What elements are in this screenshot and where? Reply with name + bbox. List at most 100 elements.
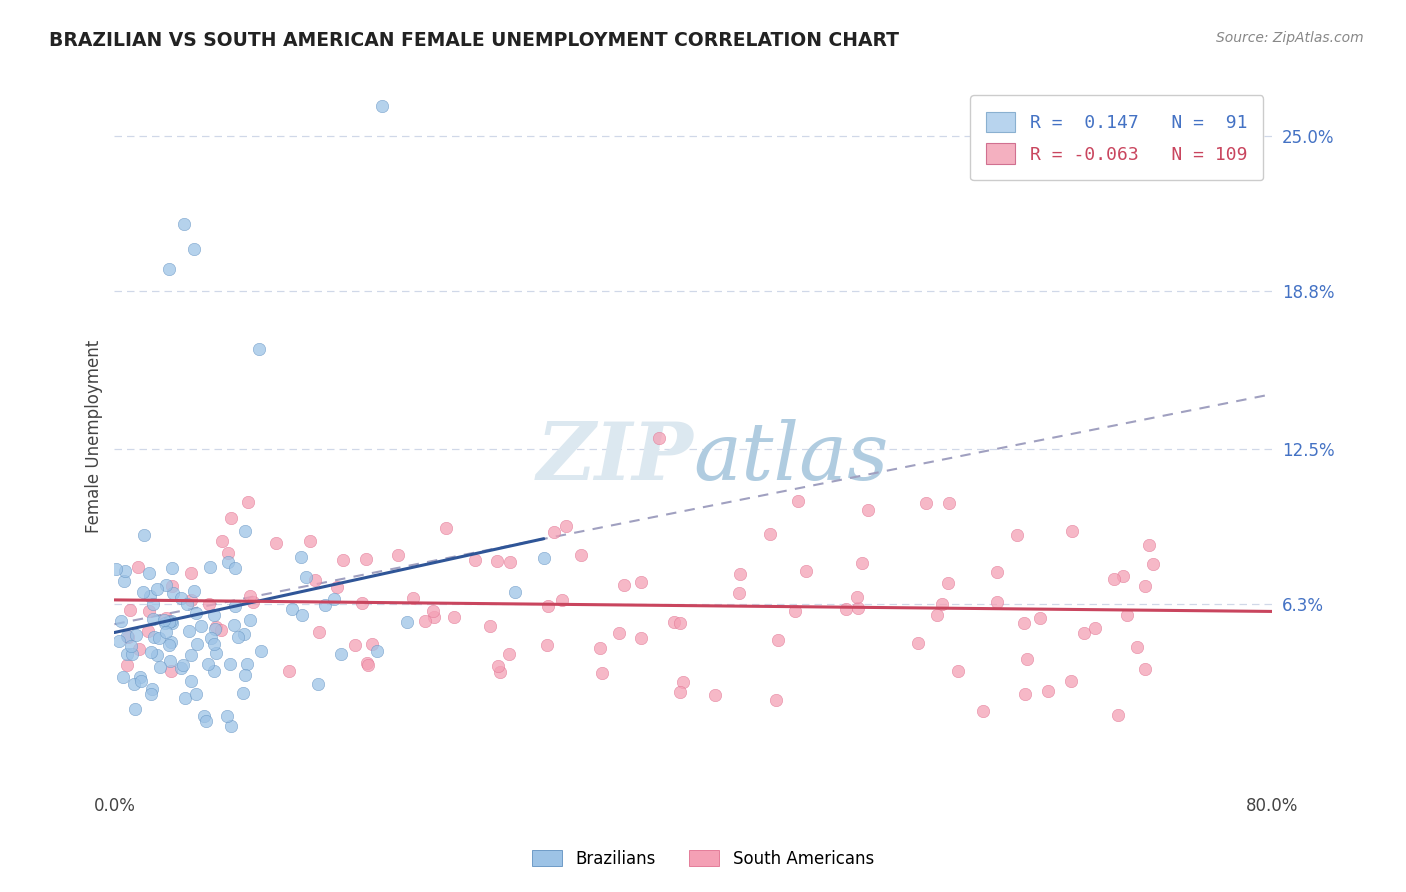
Point [117, 648, 139, 662]
Point [121, 647, 143, 661]
Point [120, 640, 142, 654]
Point [224, 599, 246, 614]
Point [591, 665, 613, 680]
Point [295, 570, 318, 584]
Point [835, 601, 858, 615]
Point [304, 573, 326, 587]
Point [352, 596, 374, 610]
Point [159, 614, 181, 628]
Point [498, 647, 520, 661]
Point [946, 665, 969, 679]
Point [1062, 524, 1084, 538]
Point [536, 599, 558, 613]
Point [330, 647, 353, 661]
Point [402, 591, 425, 605]
Point [125, 628, 148, 642]
Point [356, 656, 378, 670]
Point [281, 602, 304, 616]
Point [664, 615, 686, 629]
Point [180, 566, 202, 580]
Point [915, 496, 938, 510]
Point [155, 611, 177, 625]
Point [1073, 626, 1095, 640]
Point [291, 608, 314, 623]
Point [141, 681, 163, 696]
Point [160, 561, 183, 575]
Point [114, 564, 136, 578]
Point [170, 591, 193, 605]
Point [142, 631, 165, 645]
Point [728, 585, 751, 599]
Point [356, 551, 378, 566]
Point [136, 624, 159, 638]
Point [180, 648, 202, 662]
Text: ZIP: ZIP [537, 419, 693, 496]
Point [176, 597, 198, 611]
Point [105, 561, 128, 575]
Point [765, 692, 787, 706]
Point [395, 615, 418, 629]
Point [387, 549, 409, 563]
Point [672, 675, 695, 690]
Point [131, 585, 153, 599]
Point [503, 585, 526, 599]
Point [219, 511, 242, 525]
Point [193, 708, 215, 723]
Point [170, 660, 193, 674]
Point [233, 627, 256, 641]
Point [422, 604, 444, 618]
Point [332, 553, 354, 567]
Point [536, 638, 558, 652]
Point [148, 632, 170, 646]
Point [630, 574, 652, 589]
Point [907, 636, 929, 650]
Point [198, 597, 221, 611]
Point [141, 687, 163, 701]
Point [155, 578, 177, 592]
Point [146, 648, 169, 662]
Point [117, 658, 139, 673]
Point [202, 637, 225, 651]
Point [630, 631, 652, 645]
Point [845, 590, 868, 604]
Point [1135, 579, 1157, 593]
Point [1083, 621, 1105, 635]
Point [129, 670, 152, 684]
Point [159, 664, 181, 678]
Point [1115, 607, 1137, 622]
Point [551, 592, 574, 607]
Point [233, 524, 256, 539]
Point [786, 494, 808, 508]
Point [202, 607, 225, 622]
Point [155, 625, 177, 640]
Point [938, 576, 960, 591]
Point [856, 503, 879, 517]
Point [183, 584, 205, 599]
Point [198, 560, 221, 574]
Point [180, 593, 202, 607]
Text: BRAZILIAN VS SOUTH AMERICAN FEMALE UNEMPLOYMENT CORRELATION CHART: BRAZILIAN VS SOUTH AMERICAN FEMALE UNEMP… [49, 31, 900, 50]
Point [132, 528, 155, 542]
Point [413, 614, 436, 628]
Point [122, 676, 145, 690]
Point [129, 674, 152, 689]
Point [200, 631, 222, 645]
Point [239, 589, 262, 603]
Point [112, 670, 135, 684]
Point [157, 615, 180, 629]
Point [108, 633, 131, 648]
Point [264, 536, 287, 550]
Legend: R =  0.147   N =  91, R = -0.063   N = 109: R = 0.147 N = 91, R = -0.063 N = 109 [970, 95, 1264, 180]
Point [533, 551, 555, 566]
Point [360, 637, 382, 651]
Point [972, 704, 994, 718]
Point [205, 620, 228, 634]
Point [211, 533, 233, 548]
Point [326, 580, 349, 594]
Point [138, 589, 160, 603]
Legend: Brazilians, South Americans: Brazilians, South Americans [526, 844, 880, 875]
Point [242, 595, 264, 609]
Point [110, 615, 132, 629]
Point [768, 633, 790, 648]
Point [609, 625, 631, 640]
